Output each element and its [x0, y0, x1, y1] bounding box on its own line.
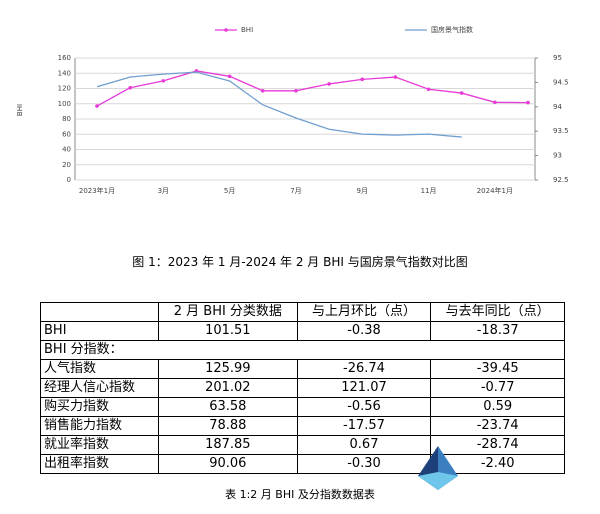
y-tick-label: 60 — [62, 130, 71, 138]
data-point — [393, 75, 398, 79]
data-table: 2 月 BHI 分类数据 与上月环比（点） 与去年同比（点） BHI 101.51 -0.… — [40, 302, 565, 474]
data-point — [227, 74, 232, 79]
table-cell: 125.99 — [158, 359, 298, 379]
table-cell: 78.88 — [158, 416, 298, 436]
table-cell: 187.85 — [158, 435, 298, 455]
y-axis-label: BHI — [16, 104, 24, 116]
table-cell: -28.74 — [430, 435, 565, 455]
series-line — [96, 70, 529, 107]
table-cell: 121.07 — [296, 378, 432, 398]
legend-marker — [224, 28, 228, 32]
data-point — [360, 77, 365, 82]
x-tick-label: 9月 — [356, 187, 367, 195]
table-cell: 经理人信心指数 — [40, 378, 159, 398]
table-cell: -0.56 — [296, 397, 432, 417]
data-point — [327, 82, 331, 86]
table-row: 出租率指数 90.06 -0.30 -2.40 — [40, 454, 565, 474]
table-cell: 人气指数 — [40, 359, 159, 379]
x-tick-label: 2024年1月 — [477, 186, 513, 195]
table-cell: 与去年同比（点） — [430, 302, 565, 322]
data-point — [95, 104, 99, 108]
y2-tick-label: 92.5 — [553, 176, 569, 184]
table-cell — [40, 302, 159, 322]
x-tick-label: 2023年1月 — [79, 186, 115, 195]
y2-tick-label: 93 — [553, 152, 562, 160]
y-tick-label: 160 — [58, 54, 71, 62]
table-row: 2 月 BHI 分类数据 与上月环比（点） 与去年同比（点） — [40, 302, 565, 322]
legend-label: BHI — [241, 26, 253, 34]
table-cell: -18.37 — [430, 321, 565, 341]
y-tick-label: 80 — [62, 115, 71, 123]
table-row: 就业率指数 187.85 0.67 -28.74 — [40, 435, 565, 455]
data-point — [161, 79, 166, 83]
y-tick-label: 100 — [58, 100, 71, 108]
data-point — [260, 88, 265, 93]
data-point — [459, 91, 464, 95]
x-tick-label: 11月 — [421, 187, 437, 195]
table-row: 购买力指数 63.58 -0.56 0.59 — [40, 397, 565, 417]
y-tick-label: 20 — [62, 161, 71, 169]
table-cell: 销售能力指数 — [40, 416, 159, 436]
data-point — [128, 85, 132, 90]
y2-tick-label: 94 — [553, 103, 562, 111]
table-row: BHI 分指数： — [40, 340, 565, 360]
table-cell: -39.45 — [430, 359, 565, 379]
series-line — [96, 71, 462, 138]
watermark-logo — [418, 446, 458, 490]
table-cell: 90.06 — [158, 454, 298, 474]
data-point — [294, 88, 298, 93]
y-tick-label: 140 — [58, 69, 71, 77]
y2-tick-label: 94.5 — [553, 78, 569, 86]
table-cell: 就业率指数 — [40, 435, 159, 455]
figure-caption: 图 1：2023 年 1 月-2024 年 2 月 BHI 与国房景气指数对比图 — [132, 255, 468, 269]
y2-tick-label: 93.5 — [553, 127, 569, 135]
table-cell: -17.57 — [296, 416, 432, 436]
x-tick-label: 5月 — [224, 187, 235, 195]
y-tick-label: 40 — [62, 146, 71, 154]
table-row: 销售能力指数 78.88 -17.57 -23.74 — [40, 416, 565, 436]
table-cell: -0.30 — [296, 454, 432, 474]
data-point — [426, 87, 431, 92]
legend-label: 国房景气指数 — [431, 25, 473, 34]
x-tick-label: 3月 — [158, 187, 169, 195]
table-cell: -0.77 — [430, 378, 565, 398]
table-cell: 购买力指数 — [40, 397, 159, 417]
table-row: BHI 101.51 -0.38 -18.37 — [40, 321, 565, 341]
table-cell: 201.02 — [158, 378, 298, 398]
y2-tick-label: 95 — [553, 54, 562, 62]
table-cell: 出租率指数 — [40, 454, 159, 474]
table-caption: 表 1:2 月 BHI 及分指数数据表 — [225, 488, 375, 501]
table-cell: 与上月环比（点） — [296, 302, 432, 322]
table-cell: -26.74 — [296, 359, 432, 379]
table-cell: 0.67 — [296, 435, 432, 455]
table-cell: 0.59 — [430, 397, 565, 417]
table-cell: -2.40 — [430, 454, 565, 474]
table-cell: -23.74 — [430, 416, 565, 436]
data-point — [493, 100, 497, 105]
table-cell: 63.58 — [158, 397, 298, 417]
table-cell: BHI 分指数： — [40, 340, 565, 360]
x-tick-label: 7月 — [290, 187, 301, 195]
table-cell: 2 月 BHI 分类数据 — [158, 302, 298, 322]
chart: BHI 0 20 40 60 80 100 120 140 160 92.5 93 93.5 94 94.… — [16, 25, 569, 195]
y-tick-label: 0 — [67, 176, 71, 184]
y-tick-label: 120 — [58, 85, 71, 93]
table-row: 经理人信心指数 201.02 121.07 -0.77 — [40, 378, 565, 398]
table-cell: -0.38 — [296, 321, 432, 341]
table-cell: 101.51 — [158, 321, 298, 341]
data-point — [526, 100, 530, 105]
table-row: 人气指数 125.99 -26.74 -39.45 — [40, 359, 565, 379]
table-cell: BHI — [40, 321, 159, 341]
